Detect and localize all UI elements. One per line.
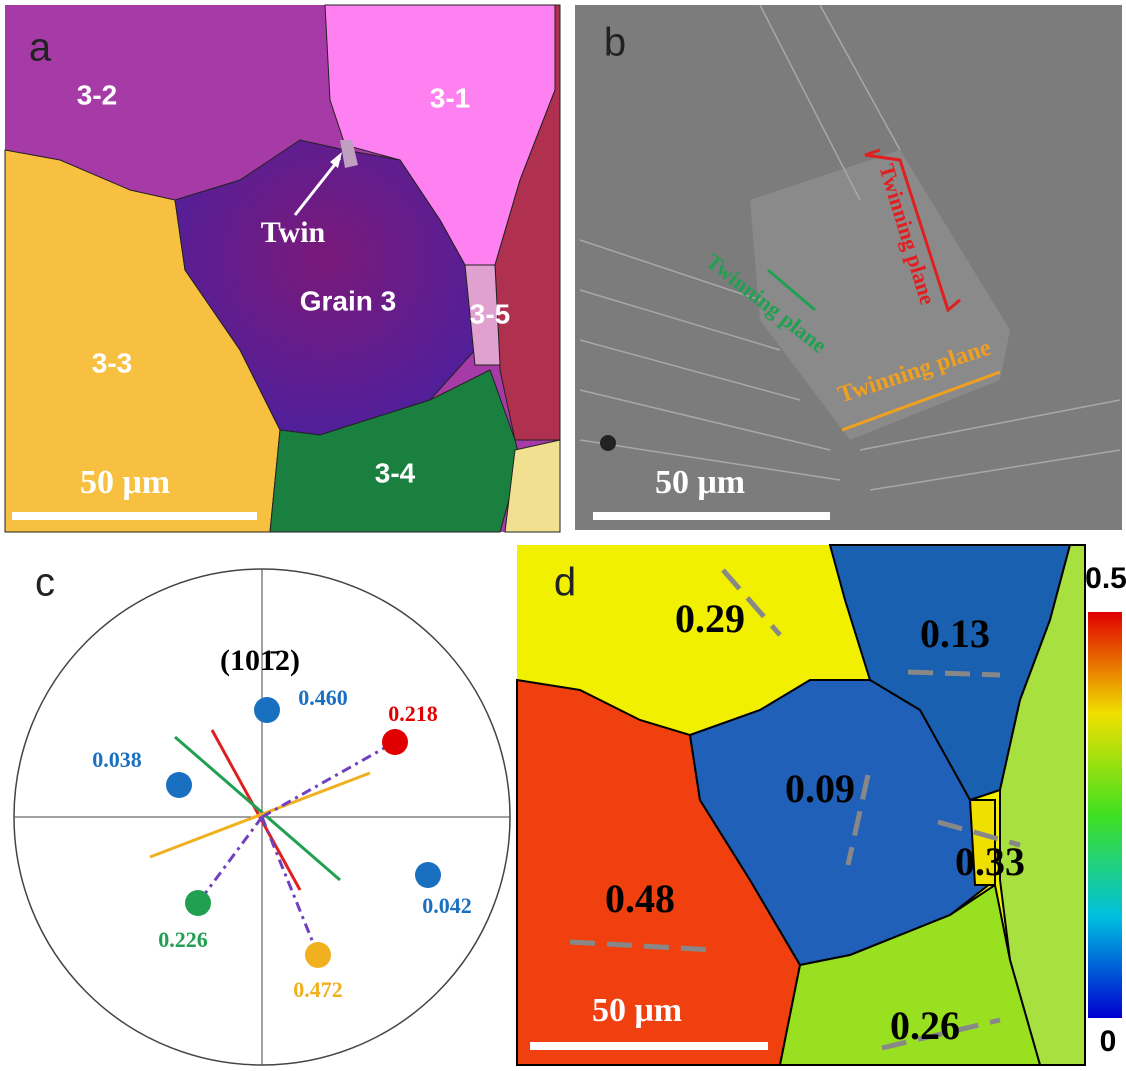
- colorbar-max: 0.5: [1085, 562, 1126, 595]
- panel-label: a: [29, 26, 52, 70]
- point-label: 0.218: [388, 701, 438, 726]
- panel-label: d: [554, 561, 576, 605]
- point-label: 0.460: [298, 685, 348, 710]
- colorbar: [1088, 612, 1122, 1018]
- panel-c: c (101̄2) 0.460 0.218 0.038 0.042 0.226 …: [14, 561, 510, 1065]
- scale-label: 50 μm: [592, 992, 682, 1029]
- figure: a 3-2 3-1 Twin Grain 3 3-5 3-3 3-4 50 μm…: [0, 0, 1126, 1071]
- point-label: 0.226: [158, 927, 208, 952]
- grain-label: 3-3: [92, 347, 132, 378]
- panel-d: d 0.29 0.13 0.09 0.33 0.48 0.26 50 μm 0.…: [517, 545, 1126, 1065]
- grain-label: 3-4: [375, 457, 416, 488]
- twin-label: Twin: [261, 216, 326, 249]
- scale-label: 50 μm: [80, 464, 170, 501]
- scale-label: 50 μm: [655, 464, 745, 501]
- grain-label: Grain 3: [300, 285, 396, 316]
- panel-a: a 3-2 3-1 Twin Grain 3 3-5 3-3 3-4 50 μm: [5, 5, 560, 532]
- grain-label: 3-5: [470, 298, 510, 329]
- grain-label: 3-1: [430, 82, 470, 113]
- value-label: 0.48: [605, 876, 675, 921]
- point-label: 0.038: [92, 747, 142, 772]
- grain-label: 3-2: [77, 79, 117, 110]
- colorbar-min: 0: [1100, 1025, 1117, 1058]
- panel-b: b Twinning plane Twinning plane Twinning…: [575, 5, 1122, 530]
- value-label: 0.09: [785, 766, 855, 811]
- plane-label: (101̄2): [220, 644, 300, 677]
- value-label: 0.33: [955, 839, 1025, 884]
- value-label: 0.29: [675, 596, 745, 641]
- panel-label: c: [35, 561, 55, 605]
- point-label: 0.042: [422, 893, 472, 918]
- value-label: 0.26: [890, 1003, 960, 1048]
- point-label: 0.472: [293, 977, 343, 1002]
- value-label: 0.13: [920, 611, 990, 656]
- panel-label: b: [604, 21, 626, 65]
